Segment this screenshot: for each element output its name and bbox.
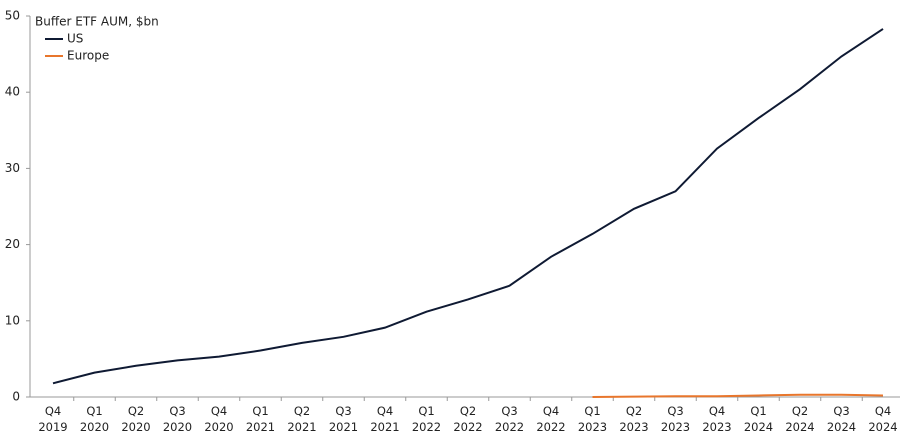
- x-tick-label: Q2 2023: [619, 404, 649, 434]
- x-tick-label: Q3 2024: [826, 404, 857, 434]
- x-tick-label: Q1 2021: [245, 404, 276, 434]
- x-tick-label: Q3 2022: [494, 404, 525, 434]
- x-tick-label: Q4 2021: [370, 404, 400, 434]
- y-tick-label: 40: [5, 85, 20, 99]
- legend-label: US: [67, 32, 83, 46]
- x-tick-label: Q3 2020: [162, 404, 193, 434]
- x-tick-label: Q4 2024: [868, 404, 898, 434]
- series-line: [52, 28, 884, 385]
- x-tick-label: Q4 2019: [38, 404, 68, 434]
- x-tick-label: Q1 2023: [577, 404, 608, 434]
- x-tick-label: Q4 2022: [536, 404, 566, 434]
- chart-title: Buffer ETF AUM, $bn: [35, 15, 159, 29]
- x-tick-label: Q1 2020: [79, 404, 110, 434]
- x-tick-label: Q2 2020: [121, 404, 151, 434]
- y-tick-label: 30: [5, 161, 20, 175]
- y-tick-label: 20: [5, 237, 20, 251]
- x-tick-label: Q2 2022: [453, 404, 483, 434]
- x-tick-label: Q1 2024: [743, 404, 774, 434]
- x-tick-label: Q4 2020: [204, 404, 234, 434]
- y-tick-label: 10: [5, 313, 20, 327]
- series-line: [592, 393, 884, 398]
- x-tick-label: Q3 2023: [660, 404, 691, 434]
- y-tick-label: 0: [12, 390, 20, 404]
- x-tick-label: Q4 2023: [702, 404, 732, 434]
- y-tick-label: 50: [5, 9, 20, 23]
- x-tick-label: Q2 2021: [287, 404, 317, 434]
- legend-label: Europe: [67, 49, 109, 63]
- x-tick-label: Q1 2022: [411, 404, 442, 434]
- x-tick-label: Q2 2024: [785, 404, 815, 434]
- x-tick-label: Q3 2021: [328, 404, 359, 434]
